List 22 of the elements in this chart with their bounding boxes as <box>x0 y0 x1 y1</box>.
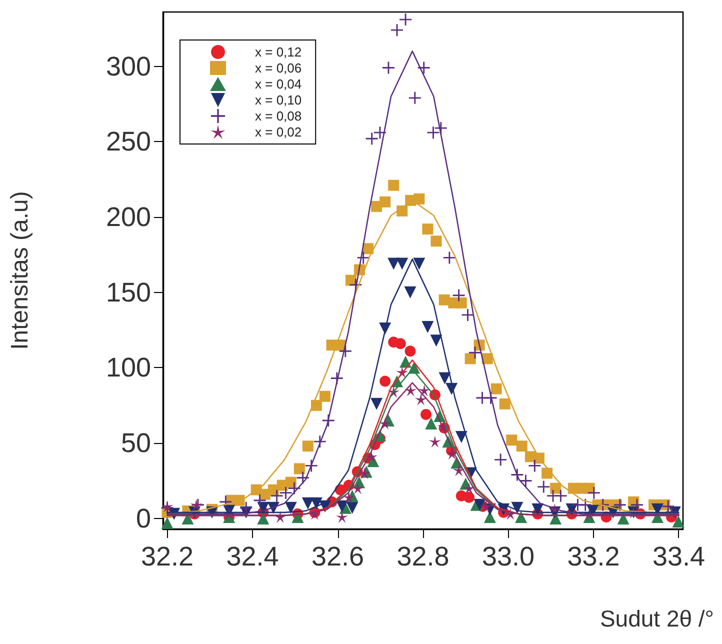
y-tick-label: 200 <box>106 202 151 232</box>
legend-label: x = 0,06 <box>255 60 302 76</box>
x-tick-label: 33.2 <box>567 542 620 572</box>
x-tick-label: 33.4 <box>652 542 706 572</box>
y-axis-title: Intensitas (a.u) <box>6 191 34 350</box>
y-tick-label: 250 <box>106 126 151 157</box>
legend-label: x = 0,10 <box>255 92 302 108</box>
y-tick-label: 50 <box>120 428 151 458</box>
x-axis-title: Sudut 2θ /° <box>600 606 714 632</box>
y-tick-label: 0 <box>136 503 151 534</box>
legend-label: x = 0,08 <box>255 108 302 124</box>
y-tick-label: 150 <box>106 277 151 308</box>
y-tick-label: 100 <box>106 352 151 383</box>
x-tick-label: 32.2 <box>140 542 194 572</box>
x-tick-label: 32.8 <box>396 542 450 572</box>
legend-label: x = 0,02 <box>255 124 302 140</box>
legend-label: x = 0,04 <box>255 76 302 92</box>
x-tick-label: 32.6 <box>311 542 364 572</box>
x-tick-label: 32.4 <box>226 542 279 572</box>
x-tick-label: 33.0 <box>482 542 535 572</box>
legend-label: x = 0,12 <box>255 44 302 60</box>
y-tick-label: 300 <box>106 51 151 82</box>
